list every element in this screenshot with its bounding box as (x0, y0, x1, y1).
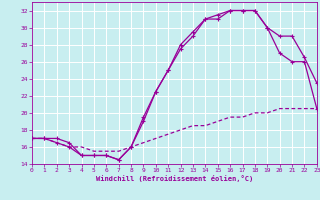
X-axis label: Windchill (Refroidissement éolien,°C): Windchill (Refroidissement éolien,°C) (96, 175, 253, 182)
